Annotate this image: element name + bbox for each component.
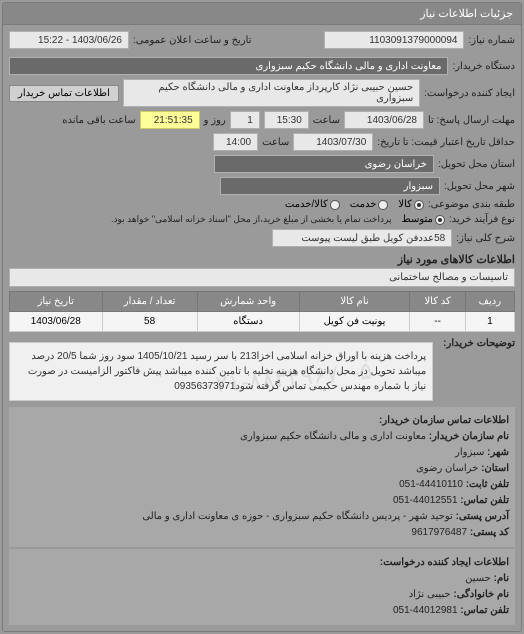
requester-label: ایجاد کننده درخواست:: [424, 88, 515, 99]
creator-phone: 44012981-051: [393, 605, 458, 616]
cell-unit: دستگاه: [197, 312, 299, 332]
buyer-note-text: پرداخت هزینه با اوراق خزانه اسلامی اخزا2…: [9, 342, 433, 401]
city-value: سبزوار: [220, 177, 440, 195]
panel-body: شماره نیاز: 1103091379000094 تاریخ و ساع…: [3, 25, 521, 631]
radio-service[interactable]: خدمت: [350, 199, 389, 210]
row-deadline: مهلت ارسال پاسخ: تا 1403/06/28 ساعت 15:3…: [9, 111, 515, 129]
deadline-date: 1403/06/28: [344, 111, 424, 129]
row-description: شرح کلی نیاز: 58عددفن کویل طبق لیست پیوس…: [9, 229, 515, 247]
org-postal-label: کد پستی:: [470, 527, 509, 538]
row-validity: حداقل تاریخ اعتبار قیمت: تا تاریخ: 1403/…: [9, 133, 515, 151]
table-header-row: ردیف کد کالا نام کالا واحد شمارش تعداد /…: [10, 292, 515, 312]
deadline-remaining: 21:51:35: [140, 111, 200, 129]
need-no-label: شماره نیاز:: [468, 35, 515, 46]
buyer-note-row: توضیحات خریدار: پرداخت هزینه با اوراق خز…: [9, 338, 515, 401]
creator-contact-title: اطلاعات ایجاد کننده درخواست:: [15, 555, 509, 571]
row-buyer-org: دستگاه خریدار: معاونت اداری و مالی دانشگ…: [9, 57, 515, 75]
deadline-days: 1: [230, 111, 260, 129]
row-process: نوع فرآیند خرید: متوسط پرداخت تمام یا بخ…: [9, 214, 515, 225]
col-index: ردیف: [465, 292, 514, 312]
desc-label: شرح کلی نیاز:: [456, 233, 515, 244]
creator-lname: حبیبی نژاد: [409, 589, 451, 600]
validity-time: 14:00: [213, 133, 258, 151]
org-phone1: 44410110-051: [399, 479, 463, 490]
radio-dot-icon: [330, 200, 340, 210]
creator-contact-block: اطلاعات ایجاد کننده درخواست: نام: حسین ن…: [9, 549, 515, 625]
requester-value: حسین حبیبی نژاد کارپرداز معاونت اداری و …: [123, 79, 420, 107]
org-phone2: 44012551-051: [393, 495, 458, 506]
desc-value: 58عددفن کویل طبق لیست پیوست: [272, 229, 452, 247]
process-label: نوع فرآیند خرید:: [449, 214, 515, 225]
cell-name: یونیت فن کویل: [299, 312, 410, 332]
need-no-value: 1103091379000094: [324, 31, 464, 49]
org-contact-block: اطلاعات تماس سازمان خریدار: نام سازمان خ…: [9, 407, 515, 547]
col-code: کد کالا: [410, 292, 465, 312]
validity-time-label: ساعت: [262, 137, 289, 148]
org-city: سبزوار: [455, 447, 484, 458]
validity-date: 1403/07/30: [293, 133, 373, 151]
org-city-label: شهر:: [487, 447, 509, 458]
buyer-contact-button[interactable]: اطلاعات تماس خریدار: [9, 85, 119, 102]
need-details-panel: جزئیات اطلاعات نیاز شماره نیاز: 11030913…: [2, 2, 522, 632]
creator-lname-label: نام خانوادگی:: [453, 589, 509, 600]
panel-title: جزئیات اطلاعات نیاز: [3, 3, 521, 25]
radio-dot-icon: [435, 215, 445, 225]
row-classification: طبقه بندی موضوعی: کالا خدمت کالا/خدمت: [9, 199, 515, 210]
radio-both[interactable]: کالا/خدمت: [285, 199, 340, 210]
org-name-label: نام سازمان خریدار:: [429, 431, 509, 442]
buyer-note-label: توضیحات خریدار:: [437, 338, 515, 349]
radio-dot-icon: [414, 200, 424, 210]
deadline-label: مهلت ارسال پاسخ: تا: [428, 115, 515, 126]
row-requester: ایجاد کننده درخواست: حسین حبیبی نژاد کار…: [9, 79, 515, 107]
cell-index: 1: [465, 312, 514, 332]
org-address-label: آدرس پستی:: [456, 511, 509, 522]
province-value: خراسان رضوی: [214, 155, 434, 173]
col-name: نام کالا: [299, 292, 410, 312]
row-city: شهر محل تحویل: سبزوار: [9, 177, 515, 195]
radio-goods[interactable]: کالا: [398, 199, 424, 210]
col-qty: تعداد / مقدار: [102, 292, 197, 312]
col-date: تاریخ نیاز: [10, 292, 103, 312]
buyer-org-label: دستگاه خریدار:: [452, 61, 515, 72]
org-province-label: استان:: [481, 463, 509, 474]
cell-code: --: [410, 312, 465, 332]
city-label: شهر محل تحویل:: [444, 181, 515, 192]
deadline-time: 15:30: [264, 111, 309, 129]
deadline-time-label: ساعت: [313, 115, 340, 126]
org-name: معاونت اداری و مالی دانشگاه حکیم سبزواری: [240, 431, 426, 442]
radio-dot-icon: [378, 200, 388, 210]
col-unit: واحد شمارش: [197, 292, 299, 312]
process-note: پرداخت تمام یا بخشی از مبلغ خرید،از محل …: [111, 214, 391, 225]
validity-label: حداقل تاریخ اعتبار قیمت: تا تاریخ:: [377, 137, 515, 148]
class-label: طبقه بندی موضوعی:: [428, 199, 515, 210]
row-province: استان محل تحویل: خراسان رضوی: [9, 155, 515, 173]
org-contact-title: اطلاعات تماس سازمان خریدار:: [15, 413, 509, 429]
creator-fname-label: نام:: [494, 573, 509, 584]
org-phone1-label: تلفن ثابت:: [466, 479, 509, 490]
org-postal: 9617976487: [411, 527, 467, 538]
creator-phone-label: تلفن تماس:: [460, 605, 509, 616]
row-need-number: شماره نیاز: 1103091379000094 تاریخ و ساع…: [9, 31, 515, 53]
org-phone2-label: تلفن تماس:: [460, 495, 509, 506]
table-row[interactable]: 1 -- یونیت فن کویل دستگاه 58 1403/06/28: [10, 312, 515, 332]
announce-value: 1403/06/26 - 15:22: [9, 31, 129, 49]
deadline-day-label: روز و: [204, 115, 226, 126]
goods-section-title: اطلاعات کالاهای مورد نیاز: [9, 253, 515, 266]
goods-category: تاسیسات و مصالح ساختمانی: [9, 268, 515, 287]
deadline-remain-label: ساعت باقی مانده: [62, 115, 135, 126]
creator-fname: حسین: [465, 573, 491, 584]
radio-process-medium[interactable]: متوسط: [401, 214, 444, 225]
announce-label: تاریخ و ساعت اعلان عمومی:: [133, 35, 252, 46]
org-address: توحید شهر - پردیس دانشگاه حکیم سبزواری -…: [142, 511, 452, 522]
org-province: خراسان رضوی: [416, 463, 478, 474]
buyer-org-value: معاونت اداری و مالی دانشگاه حکیم سبزواری: [9, 57, 448, 75]
cell-date: 1403/06/28: [10, 312, 103, 332]
province-label: استان محل تحویل:: [438, 159, 515, 170]
goods-table: ردیف کد کالا نام کالا واحد شمارش تعداد /…: [9, 291, 515, 332]
cell-qty: 58: [102, 312, 197, 332]
